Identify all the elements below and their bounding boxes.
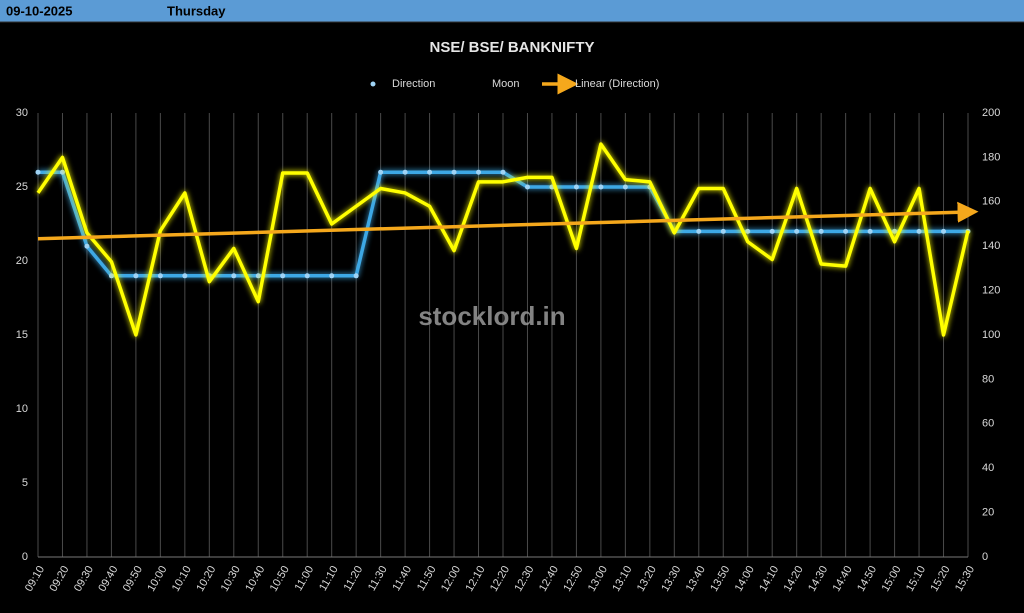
y2-tick-label: 0 — [982, 551, 988, 563]
watermark: stocklord.in — [418, 301, 565, 331]
y2-tick-label: 80 — [982, 373, 994, 385]
legend-label: Direction — [392, 78, 435, 90]
y2-tick-label: 180 — [982, 151, 1000, 163]
series-marker — [573, 184, 579, 190]
series-marker — [133, 273, 139, 279]
series-marker — [157, 273, 163, 279]
y2-tick-label: 20 — [982, 507, 994, 519]
series-marker — [622, 184, 628, 190]
series-marker — [867, 228, 873, 234]
series-marker — [818, 228, 824, 234]
series-marker — [892, 228, 898, 234]
series-marker — [35, 169, 41, 175]
series-marker — [280, 273, 286, 279]
series-marker — [84, 243, 90, 249]
y2-tick-label: 140 — [982, 240, 1000, 252]
series-marker — [794, 228, 800, 234]
series-marker — [720, 228, 726, 234]
chart-title: NSE/ BSE/ BANKNIFTY — [429, 39, 594, 56]
series-line — [36, 142, 970, 337]
y-tick-label: 30 — [16, 107, 28, 119]
legend-label: Moon — [492, 78, 520, 90]
trendline — [37, 201, 979, 241]
series-marker — [255, 273, 261, 279]
y2-tick-label: 160 — [982, 196, 1000, 208]
series-marker — [378, 169, 384, 175]
date: 09-10-2025 — [6, 3, 73, 18]
y2-tick-label: 40 — [982, 462, 994, 474]
series-marker — [108, 273, 114, 279]
series-marker — [427, 169, 433, 175]
day: Thursday — [167, 3, 226, 18]
series-marker — [598, 184, 604, 190]
y2-tick-label: 120 — [982, 285, 1000, 297]
legend-marker — [370, 81, 376, 87]
y2-tick-label: 100 — [982, 329, 1000, 341]
series-marker — [329, 273, 335, 279]
y2-tick-label: 200 — [982, 107, 1000, 119]
y-tick-label: 15 — [16, 329, 28, 341]
series-marker — [500, 169, 506, 175]
series-marker — [745, 228, 751, 234]
legend-label: Linear (Direction) — [575, 78, 659, 90]
series-marker — [451, 169, 457, 175]
series-marker — [59, 169, 65, 175]
series-marker — [353, 273, 359, 279]
series-marker — [304, 273, 310, 279]
y-tick-label: 25 — [16, 181, 28, 193]
series-marker — [696, 228, 702, 234]
y-tick-label: 20 — [16, 255, 28, 267]
y-tick-label: 5 — [22, 477, 28, 489]
series-marker — [402, 169, 408, 175]
series-marker — [916, 228, 922, 234]
series-marker — [182, 273, 188, 279]
top-bar — [0, 0, 1024, 22]
y-tick-label: 0 — [22, 551, 28, 563]
series-marker — [941, 228, 947, 234]
y-tick-label: 10 — [16, 403, 28, 415]
series-marker — [476, 169, 482, 175]
series-marker — [843, 228, 849, 234]
series-marker — [769, 228, 775, 234]
series-marker — [231, 273, 237, 279]
series-marker — [524, 184, 530, 190]
plot: 09:10 09:20 09:30 09:40 09:50 10:00 10:10 10:20… — [16, 73, 1000, 594]
y2-tick-label: 60 — [982, 418, 994, 430]
